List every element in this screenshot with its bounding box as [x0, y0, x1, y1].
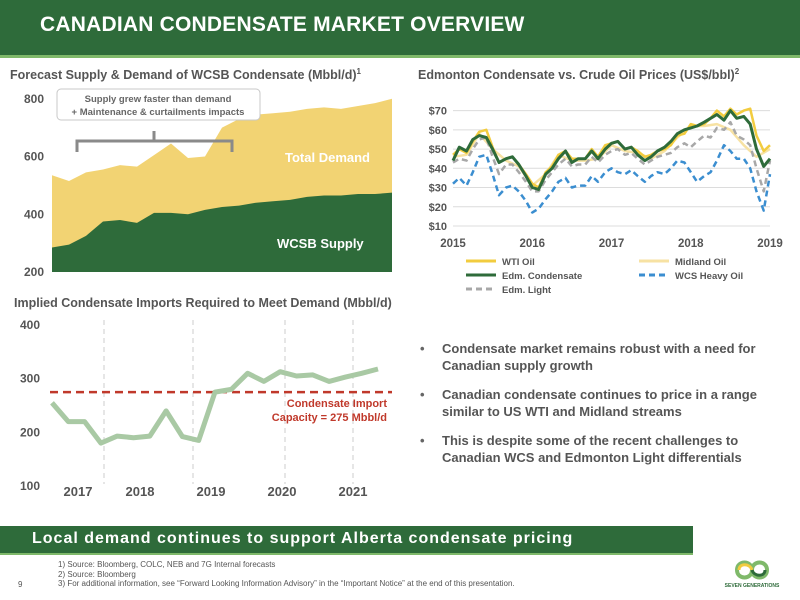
- y-tick-label: 400: [24, 207, 44, 221]
- y-tick-label: 400: [20, 318, 40, 332]
- legend-label: WCS Heavy Oil: [675, 271, 743, 282]
- legend-label: Edm. Light: [502, 285, 552, 296]
- chart2-title: Edmonton Condensate vs. Crude Oil Prices…: [418, 67, 739, 82]
- legend-label: Midland Oil: [675, 257, 726, 268]
- bullet-text: This is despite some of the recent chall…: [442, 433, 742, 465]
- bullet-item: • Condensate market remains robust with a…: [420, 340, 780, 374]
- bullet-text: Canadian condensate continues to price i…: [442, 387, 757, 419]
- series-line: [452, 120, 772, 193]
- x-tick-label: 2017: [599, 238, 625, 250]
- annotation-bracket: [75, 131, 234, 152]
- chart3-title-text: Implied Condensate Imports Required to M…: [14, 296, 392, 310]
- page-number: 9: [18, 580, 23, 589]
- chart1-title-footnote: 1: [356, 67, 361, 76]
- key-points-list: • Condensate market remains robust with a…: [420, 340, 780, 478]
- y-tick-label: $50: [429, 144, 447, 156]
- imports-line: [50, 366, 379, 446]
- y-tick-label: $40: [429, 163, 447, 175]
- y-tick-label: $10: [429, 221, 447, 233]
- footer-accent-line: [0, 553, 693, 555]
- y-tick-label: $70: [429, 106, 447, 118]
- x-tick-label: 2018: [678, 238, 704, 250]
- capacity-label-line-2: Capacity = 275 Mbbl/d: [272, 412, 387, 424]
- series-line: [452, 143, 772, 214]
- x-tick-label: 2016: [519, 238, 545, 250]
- y-tick-label: 100: [20, 479, 40, 493]
- bullet-item: • Canadian condensate continues to price …: [420, 386, 780, 420]
- series-label-demand: Total Demand: [285, 150, 370, 165]
- company-logo: SEVEN GENERATIONS: [717, 555, 787, 595]
- annotation-box: [56, 88, 261, 121]
- x-tick-label: 2017: [64, 484, 93, 499]
- footnote: 2) Source: Bloomberg: [58, 569, 136, 579]
- supply-area: [52, 192, 392, 272]
- footnote: 1) Source: Bloomberg, COLC, NEB and 7G I…: [58, 560, 276, 569]
- y-tick-label: 800: [24, 92, 44, 106]
- series-line: [451, 109, 772, 191]
- bullet-item: • This is despite some of the recent chal…: [420, 432, 780, 466]
- footnotes: 1) Source: Bloomberg, COLC, NEB and 7G I…: [58, 560, 515, 589]
- y-tick-label: $60: [429, 125, 447, 137]
- page-title: CANADIAN CONDENSATE MARKET OVERVIEW: [40, 13, 525, 36]
- x-tick-label: 2021: [339, 484, 368, 499]
- footnote: 3) For additional information, see “Forw…: [58, 579, 515, 588]
- x-tick-label: 2019: [757, 238, 783, 250]
- chart1-title-text: Forecast Supply & Demand of WCSB Condens…: [10, 68, 357, 83]
- series-label-supply: WCSB Supply: [277, 236, 364, 251]
- bullet-text: Condensate market remains robust with a …: [442, 341, 756, 373]
- logo-text: SEVEN GENERATIONS: [724, 583, 780, 589]
- chart1-title: Forecast Supply & Demand of WCSB Condens…: [10, 67, 361, 82]
- y-tick-label: $20: [429, 202, 447, 214]
- chart2-title-footnote: 2: [734, 67, 740, 76]
- annotation-line-2: + Maintenance & curtailments impacts: [72, 107, 245, 118]
- y-tick-label: 600: [24, 150, 44, 164]
- x-tick-label: 2019: [197, 484, 226, 499]
- annotation-line-1: Supply grew faster than demand: [85, 94, 232, 105]
- bullet-dot: •: [420, 387, 425, 402]
- header-bar: CANADIAN CONDENSATE MARKET OVERVIEW: [0, 0, 800, 55]
- bullet-dot: •: [420, 341, 425, 356]
- bullet-dot: •: [420, 433, 425, 448]
- x-tick-label: 2018: [126, 484, 155, 499]
- logo-icon: [734, 560, 770, 580]
- x-tick-label: 2015: [440, 238, 466, 250]
- header-accent-line: [0, 55, 800, 58]
- chart3-title: Implied Condensate Imports Required to M…: [14, 296, 392, 310]
- y-tick-label: 200: [20, 425, 40, 439]
- y-tick-label: $30: [429, 183, 447, 195]
- y-tick-label: 300: [20, 372, 40, 386]
- y-tick-label: 200: [24, 265, 44, 279]
- chart2-title-text: Edmonton Condensate vs. Crude Oil Prices…: [418, 68, 735, 83]
- legend-label: Edm. Condensate: [502, 271, 582, 282]
- footer-banner: Local demand continues to support Albert…: [0, 526, 693, 553]
- legend-label: WTI Oil: [502, 257, 535, 268]
- capacity-label-line-1: Condensate Import: [287, 398, 388, 410]
- footer-banner-text: Local demand continues to support Albert…: [32, 530, 574, 547]
- x-tick-label: 2020: [268, 484, 297, 499]
